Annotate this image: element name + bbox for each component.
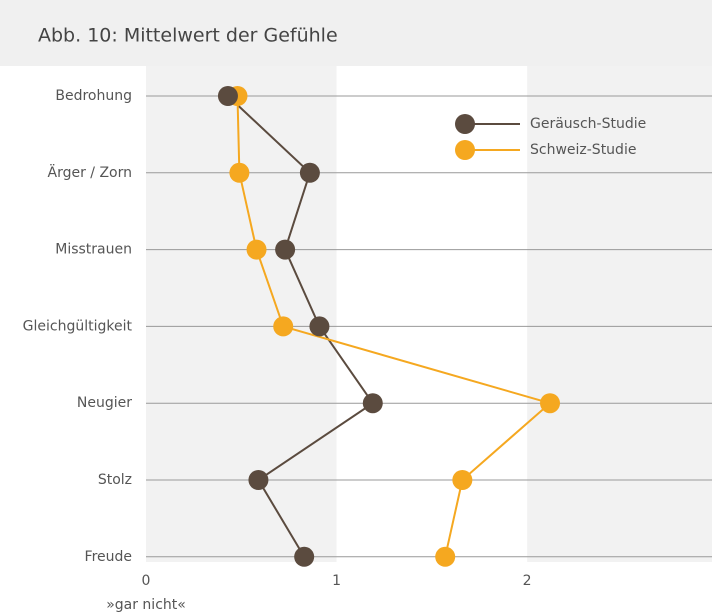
y-tick-label: Freude [85,549,132,565]
legend-marker [455,114,475,134]
data-point [246,239,267,260]
legend-label: Geräusch-Studie [530,116,646,132]
chart-title: Abb. 10: Mittelwert der Gefühle [38,25,338,47]
data-point [275,239,296,260]
data-point [294,546,315,567]
data-point [217,86,238,106]
x-axis-label: »gar nicht« [106,597,186,613]
data-point [452,470,473,490]
data-point [309,316,330,337]
data-point [248,470,269,490]
y-tick-label: Bedrohung [55,88,132,104]
data-point [273,316,294,337]
band [527,66,712,562]
y-tick-label: Gleichgültigkeit [23,318,133,334]
x-tick-label: 2 [523,573,532,589]
title-bar [0,0,712,66]
legend-marker [455,140,475,160]
band [146,66,337,562]
data-point [299,162,320,183]
x-tick-label: 1 [332,573,341,589]
data-point [540,393,561,414]
y-tick-label: Stolz [98,472,132,488]
data-point [435,546,456,567]
y-tick-label: Ärger / Zorn [48,163,133,181]
x-tick-label: 0 [142,573,151,589]
data-point [362,393,383,414]
y-tick-label: Misstrauen [55,242,132,258]
legend-label: Schweiz-Studie [530,142,636,158]
data-point [229,162,250,183]
y-tick-label: Neugier [77,395,132,411]
